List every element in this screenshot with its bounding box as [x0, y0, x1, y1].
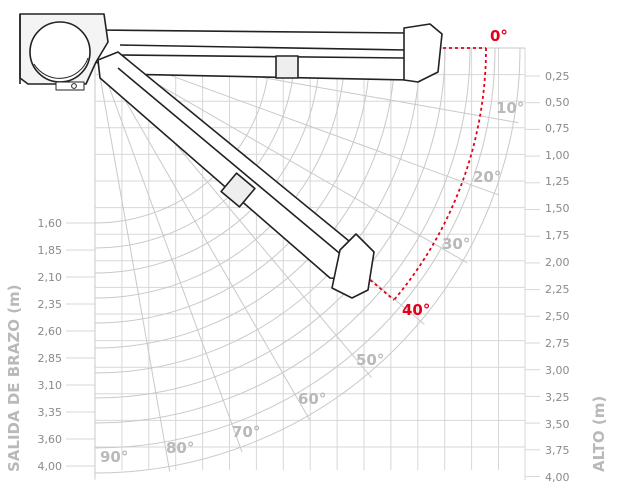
- right-tick: 3,75: [545, 444, 570, 457]
- angle-labels: 0° 10° 20° 30° 40° 50° 60° 70° 80° 90°: [100, 27, 524, 466]
- angle-ray: [94, 47, 311, 421]
- angle-label-0: 0°: [490, 27, 508, 45]
- angle-ray: [94, 47, 171, 472]
- left-tick: 1,85: [38, 244, 63, 257]
- range-arc: [94, 47, 396, 349]
- right-tick: 2,00: [545, 256, 570, 269]
- range-arc: [94, 47, 471, 424]
- angle-label-70: 70°: [232, 423, 260, 441]
- angle-label-40: 40°: [402, 301, 430, 319]
- angle-ray: [94, 47, 243, 453]
- angle-label-90: 90°: [100, 448, 128, 466]
- right-tick: 2,25: [545, 283, 570, 296]
- right-axis-title: ALTO (m): [590, 396, 608, 472]
- left-axis-ticks: 1,60 1,85 2,10 2,35 2,60 2,85 3,10 3,35 …: [38, 217, 63, 473]
- right-tick: 3,25: [545, 391, 570, 404]
- left-tick: 3,10: [38, 379, 63, 392]
- angle-label-50: 50°: [356, 351, 384, 369]
- range-arc: [94, 47, 496, 449]
- angle-label-30: 30°: [442, 235, 470, 253]
- left-tick: 2,35: [38, 298, 63, 311]
- right-tick: 3,50: [545, 418, 570, 431]
- awning-arm-icon: [97, 51, 375, 299]
- awning-illustration: [19, 13, 443, 299]
- range-arc: [94, 47, 421, 374]
- left-tick: 1,60: [38, 217, 63, 230]
- range-arc: [94, 47, 521, 474]
- right-tick: 1,50: [545, 202, 570, 215]
- right-tick: 2,75: [545, 337, 570, 350]
- angle-label-60: 60°: [298, 390, 326, 408]
- left-axis-title: SALIDA DE BRAZO (m): [5, 284, 23, 472]
- left-tick: 2,60: [38, 325, 63, 338]
- awning-cassette-icon: [19, 13, 109, 91]
- angle-label-20: 20°: [473, 168, 501, 186]
- right-tick: 1,25: [545, 175, 570, 188]
- left-tick: 4,00: [38, 460, 63, 473]
- right-tick: 1,75: [545, 229, 570, 242]
- right-tick: 0,50: [545, 96, 570, 109]
- angle-label-10: 10°: [496, 99, 524, 117]
- left-tick: 2,10: [38, 271, 63, 284]
- right-tick: 0,25: [545, 70, 570, 83]
- right-tick: 2,50: [545, 310, 570, 323]
- right-axis-ticks: 0,25 0,50 0,75 1,00 1,25 1,50 1,75 2,00 …: [545, 70, 570, 484]
- right-tick: 0,75: [545, 122, 570, 135]
- range-arc: [94, 47, 446, 399]
- right-tick: 3,00: [545, 364, 570, 377]
- angle-label-80: 80°: [166, 439, 194, 457]
- right-tick: 1,00: [545, 149, 570, 162]
- left-tick: 2,85: [38, 352, 63, 365]
- awning-arm-icon: [95, 23, 443, 83]
- right-tick: 4,00: [545, 471, 570, 484]
- left-tick: 3,35: [38, 406, 63, 419]
- left-tick: 3,60: [38, 433, 63, 446]
